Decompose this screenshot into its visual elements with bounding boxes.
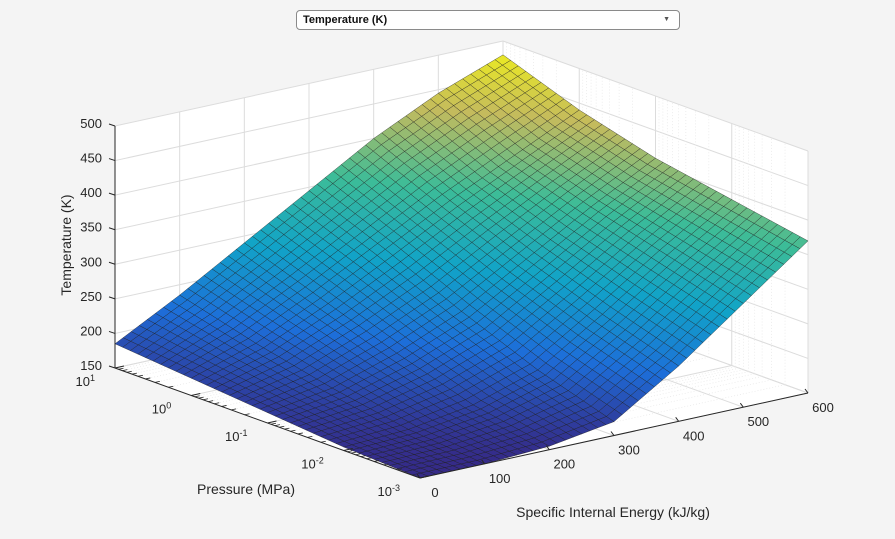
grid-line — [114, 40, 504, 127]
y-minor-tick — [214, 402, 220, 405]
x-tick — [416, 473, 421, 479]
z-tick — [108, 123, 116, 127]
z-tick-label: 250 — [80, 289, 102, 304]
y-minor-tick — [131, 372, 137, 375]
z-tick-label: 400 — [80, 185, 102, 200]
z-tick — [108, 192, 116, 196]
y-tick-label: 100 — [152, 401, 171, 417]
x-tick — [481, 459, 486, 465]
x-tick — [610, 431, 615, 436]
x-tick-label: 100 — [489, 471, 511, 486]
y-minor-tick — [396, 468, 403, 471]
z-tick-label: 350 — [80, 220, 102, 235]
grid-line — [114, 75, 504, 162]
y-minor-tick — [145, 377, 151, 380]
y-tick — [343, 448, 353, 451]
y-minor-tick — [307, 435, 313, 438]
z-tick-label: 300 — [80, 254, 102, 269]
x-tick-label: 500 — [747, 414, 769, 429]
x-tick-label: 400 — [683, 428, 705, 443]
z-tick-label: 450 — [80, 151, 102, 166]
chevron-down-icon: ▼ — [663, 16, 670, 23]
z-tick — [108, 296, 116, 300]
y-minor-tick — [168, 385, 174, 388]
y-minor-tick — [244, 413, 250, 416]
y-minor-tick — [366, 457, 372, 460]
dropdown-value: Temperature (K) — [303, 14, 388, 26]
x-axis-label: Specific Internal Energy (kJ/kg) — [516, 504, 710, 520]
y-tick-label: 10-2 — [301, 456, 323, 472]
y-minor-tick — [383, 463, 389, 466]
y-minor-tick — [221, 405, 227, 407]
y-minor-tick — [154, 380, 160, 383]
x-tick-label: 600 — [812, 400, 834, 415]
y-minor-tick — [297, 432, 303, 435]
y-minor-tick — [320, 440, 326, 443]
z-tick-label: 150 — [80, 358, 102, 373]
y-minor-tick — [126, 370, 132, 373]
y-minor-tick — [118, 367, 124, 370]
x-tick-label: 300 — [618, 443, 640, 458]
y-tick — [191, 393, 201, 396]
y-minor-tick — [290, 429, 296, 432]
y-minor-tick — [351, 451, 357, 454]
y-axis-label: Pressure (MPa) — [197, 481, 295, 497]
y-minor-tick — [202, 398, 209, 401]
z-tick — [108, 227, 116, 231]
y-minor-tick — [284, 427, 290, 430]
y-tick — [419, 475, 430, 479]
y-tick — [267, 420, 277, 424]
x-tick — [545, 445, 550, 450]
y-minor-tick — [122, 369, 128, 372]
z-tick — [108, 261, 116, 265]
surface — [114, 54, 809, 479]
z-axis-label: Temperature (K) — [58, 194, 74, 295]
variable-dropdown[interactable]: Temperature (K) ▼ — [296, 10, 680, 30]
z-tick — [108, 158, 116, 162]
z-tick-label: 200 — [80, 323, 102, 338]
x-tick — [804, 388, 809, 394]
y-minor-tick — [374, 460, 380, 462]
z-tick-label: 500 — [80, 116, 102, 131]
z-tick — [108, 330, 116, 334]
y-minor-tick — [360, 455, 366, 457]
y-minor-tick — [198, 396, 204, 399]
y-tick-label: 101 — [76, 373, 95, 389]
axes: 0 100 200 300 400 500 600 10-3 10-2 10-1 100 101150… — [76, 116, 834, 500]
x-tick-label: 0 — [431, 485, 438, 500]
y-tick-label: 10-3 — [378, 483, 400, 499]
y-minor-tick — [347, 450, 353, 453]
y-minor-tick — [355, 453, 361, 456]
y-minor-tick — [279, 425, 285, 428]
x-tick-label: 200 — [553, 457, 575, 472]
y-minor-tick — [208, 400, 214, 402]
x-tick — [739, 402, 744, 408]
y-minor-tick — [274, 424, 280, 427]
y-minor-tick — [231, 408, 237, 411]
y-minor-tick — [270, 422, 277, 425]
y-tick-label: 10-1 — [225, 428, 247, 444]
z-tick — [108, 365, 116, 369]
x-tick — [675, 417, 680, 422]
y-minor-tick — [137, 374, 144, 377]
y-tick — [114, 365, 125, 369]
y-minor-tick — [194, 395, 200, 398]
